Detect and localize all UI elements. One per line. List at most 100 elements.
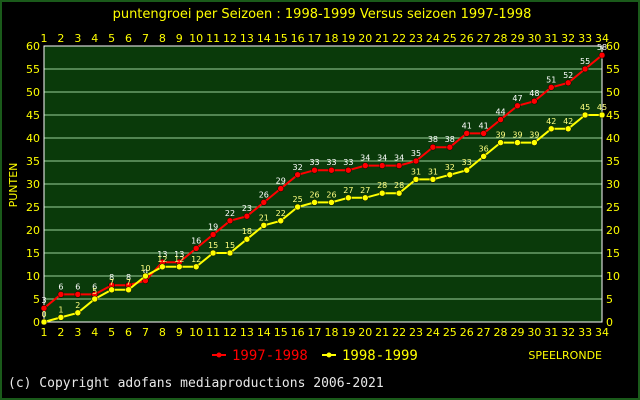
data-point <box>277 185 284 192</box>
data-label: 18 <box>242 227 252 236</box>
x-tick-label-bottom: 7 <box>142 326 149 339</box>
x-tick-label-top: 26 <box>460 32 474 45</box>
data-point <box>429 143 437 151</box>
data-label: 27 <box>360 186 370 195</box>
y-tick-label-left: 35 <box>26 155 40 168</box>
data-point <box>598 111 606 119</box>
x-tick-label-bottom: 19 <box>341 326 355 339</box>
data-point <box>243 212 251 220</box>
data-point <box>531 97 538 105</box>
data-label: 34 <box>377 154 387 163</box>
x-tick-label-top: 23 <box>409 32 423 45</box>
y-tick-label-left: 40 <box>26 132 40 145</box>
x-tick-label-top: 5 <box>108 32 115 45</box>
data-label: 47 <box>512 94 522 103</box>
data-point <box>74 291 82 298</box>
x-tick-label-bottom: 9 <box>176 326 183 339</box>
data-point <box>548 125 555 133</box>
data-label: 12 <box>157 255 167 264</box>
data-label: 28 <box>394 181 404 190</box>
x-tick-label-bottom: 24 <box>426 326 440 339</box>
data-label: 28 <box>377 181 387 190</box>
data-label: 2 <box>75 301 80 310</box>
data-label: 31 <box>428 167 438 176</box>
data-point <box>311 166 318 174</box>
plot-border <box>43 45 603 323</box>
x-tick-label-top: 1 <box>41 32 48 45</box>
x-tick-label-top: 27 <box>477 32 491 45</box>
data-label: 39 <box>529 131 539 140</box>
data-point <box>531 139 538 146</box>
data-point <box>294 203 301 211</box>
x-tick-label-top: 4 <box>91 32 98 45</box>
x-tick-label-top: 10 <box>189 32 203 45</box>
x-tick-label-top: 19 <box>341 32 355 45</box>
x-tick-label-bottom: 32 <box>561 326 575 339</box>
data-point <box>226 249 234 257</box>
data-label: 44 <box>495 108 505 117</box>
data-point <box>497 116 504 123</box>
y-tick-label-right: 0 <box>606 316 613 329</box>
y-tick-label-left: 25 <box>26 201 40 214</box>
data-label: 58 <box>597 43 607 52</box>
y-tick-label-left: 15 <box>26 247 40 260</box>
data-point <box>378 162 386 169</box>
data-point <box>260 222 268 229</box>
x-tick-label-top: 13 <box>240 32 254 45</box>
x-tick-label-bottom: 14 <box>257 326 271 339</box>
x-tick-label-bottom: 26 <box>460 326 474 339</box>
series-line <box>43 114 602 323</box>
data-point <box>412 157 420 165</box>
y-tick-label-right: 45 <box>606 109 620 122</box>
x-tick-label-bottom: 13 <box>240 326 254 339</box>
y-tick-label-right: 40 <box>606 132 620 145</box>
data-point <box>480 153 487 160</box>
copyright-text: (c) Copyright adofans mediaproductions 2… <box>8 376 384 391</box>
data-point <box>480 130 487 137</box>
x-tick-label-top: 15 <box>274 32 288 45</box>
x-tick-label-top: 33 <box>578 32 592 45</box>
y-tick-label-right: 55 <box>606 63 620 76</box>
data-label: 26 <box>259 190 269 199</box>
x-tick-label-bottom: 12 <box>223 326 237 339</box>
data-point <box>463 166 470 174</box>
data-point <box>548 84 555 91</box>
chart-title: puntengroei per Seizoen : 1998-1999 Vers… <box>113 7 532 22</box>
x-tick-label-top: 21 <box>375 32 389 45</box>
data-label: 0 <box>41 310 46 319</box>
data-label: 33 <box>343 158 353 167</box>
y-tick-label-left: 0 <box>33 316 40 329</box>
x-tick-label-top: 29 <box>510 32 524 45</box>
data-label: 3 <box>41 296 46 305</box>
y-tick-label-left: 5 <box>33 293 40 306</box>
data-label: 33 <box>462 158 472 167</box>
data-point <box>446 171 454 179</box>
data-label: 51 <box>546 75 556 84</box>
data-point <box>294 171 301 179</box>
x-tick-label-bottom: 20 <box>358 326 372 339</box>
x-tick-label-top: 28 <box>494 32 508 45</box>
data-point <box>57 291 65 298</box>
data-point <box>564 125 572 133</box>
data-label: 22 <box>276 209 286 218</box>
x-tick-label-bottom: 18 <box>324 326 338 339</box>
data-label: 27 <box>343 186 353 195</box>
x-tick-label-bottom: 23 <box>409 326 423 339</box>
data-point <box>446 143 454 151</box>
data-label: 39 <box>512 131 522 140</box>
data-label: 15 <box>208 241 218 250</box>
data-label: 12 <box>174 255 184 264</box>
x-tick-label-top: 2 <box>57 32 64 45</box>
x-tick-label-bottom: 5 <box>108 326 115 339</box>
data-label: 33 <box>309 158 319 167</box>
data-point <box>328 199 335 206</box>
data-point <box>277 217 284 225</box>
data-point <box>598 51 606 59</box>
data-point <box>429 176 437 183</box>
data-point <box>192 263 200 271</box>
x-tick-label-bottom: 15 <box>274 326 288 339</box>
x-tick-label-top: 8 <box>159 32 166 45</box>
data-label: 1 <box>58 305 63 314</box>
x-tick-label-bottom: 25 <box>443 326 457 339</box>
